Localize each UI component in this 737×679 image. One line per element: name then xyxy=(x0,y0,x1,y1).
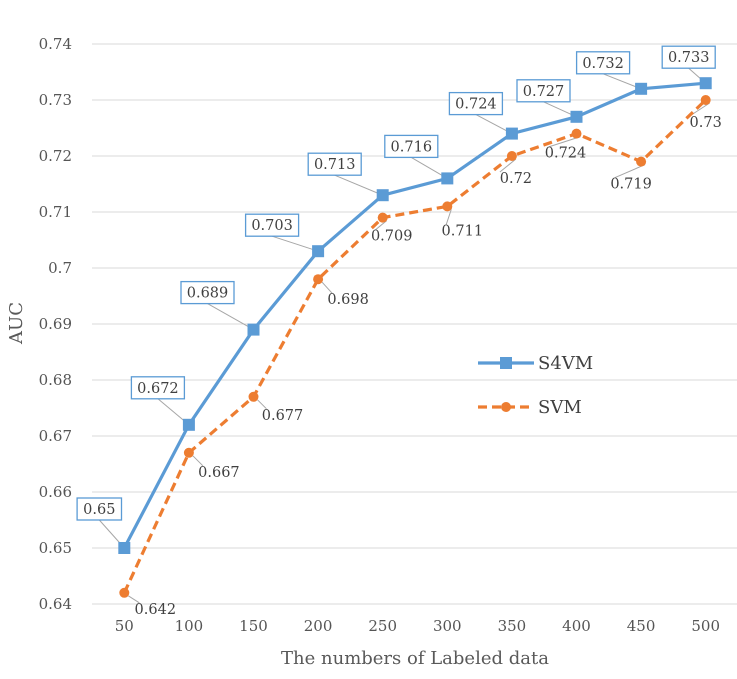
y-axis-title: AUC xyxy=(6,302,27,345)
svm-point xyxy=(636,156,647,167)
legend-label: S4VM xyxy=(538,353,593,374)
s4vm-point xyxy=(247,323,260,336)
y-tick-label: 0.66 xyxy=(39,483,72,501)
s4vm-point xyxy=(312,245,325,258)
svm-point xyxy=(377,212,388,223)
data-label-svm: 0.667 xyxy=(198,465,240,481)
data-label-box xyxy=(516,79,571,103)
data-label-box xyxy=(448,91,504,116)
data-label-box xyxy=(661,45,716,69)
y-tick-label: 0.72 xyxy=(39,147,72,165)
label-leader xyxy=(321,281,333,294)
s4vm-point xyxy=(441,172,454,185)
x-tick-label: 350 xyxy=(498,617,527,635)
s4vm-point xyxy=(699,77,712,90)
data-label-s4vm: 0.703 xyxy=(251,218,293,234)
data-label-s4vm: 0.732 xyxy=(582,56,624,72)
data-label-box xyxy=(384,134,439,159)
s4vm-point xyxy=(118,542,131,554)
y-tick-label: 0.67 xyxy=(39,427,72,445)
y-tick-label: 0.68 xyxy=(39,371,72,389)
y-tick-label: 0.64 xyxy=(39,595,72,613)
svm-point xyxy=(700,95,711,105)
y-tick-label: 0.7 xyxy=(48,259,72,277)
data-label-svm: 0.709 xyxy=(371,229,413,245)
label-leader xyxy=(128,595,140,604)
svm-point xyxy=(506,151,517,161)
svm-point xyxy=(183,447,194,458)
data-label-box xyxy=(76,497,123,521)
series-line-svm xyxy=(122,98,707,594)
legend-marker xyxy=(500,357,512,369)
series-line-s4vm xyxy=(122,81,706,549)
x-tick-label: 200 xyxy=(304,617,333,635)
data-label-s4vm: 0.724 xyxy=(455,97,497,113)
label-leader xyxy=(499,158,517,173)
s4vm-point xyxy=(376,189,389,202)
x-tick-label: 500 xyxy=(691,617,720,635)
x-tick-label: 300 xyxy=(433,617,462,635)
svm-point xyxy=(571,128,582,139)
s4vm-point xyxy=(505,127,518,140)
x-tick-label: 100 xyxy=(175,617,204,635)
legend-marker xyxy=(501,402,511,412)
label-leader xyxy=(207,303,254,331)
x-tick-labels: 50 100 150 200 250 300 350 400 450 500 xyxy=(115,617,720,635)
x-tick-label: 50 xyxy=(115,617,134,635)
y-tick-labels: 0.64 0.65 0.66 0.67 0.68 0.69 0.7 0.71 0.72 0.73 0… xyxy=(39,35,72,613)
data-label-s4vm: 0.713 xyxy=(314,157,356,173)
label-leader xyxy=(192,455,204,467)
label-leader xyxy=(271,235,319,252)
y-tick-label: 0.69 xyxy=(39,315,72,333)
y-tick-label: 0.71 xyxy=(39,203,72,221)
label-leader xyxy=(614,164,646,179)
data-labels: 0.65 0.672 0.689 0.703 0.713 0.716 0.724 0.727 0… xyxy=(76,45,722,618)
data-label-svm: 0.73 xyxy=(690,115,722,131)
s4vm-point xyxy=(635,82,648,95)
data-label-box xyxy=(180,280,235,305)
y-tick-label: 0.65 xyxy=(39,539,72,557)
data-label-svm: 0.698 xyxy=(327,292,369,308)
s4vm-point xyxy=(182,418,195,431)
data-label-s4vm: 0.689 xyxy=(187,286,229,302)
data-label-s4vm: 0.727 xyxy=(523,84,565,100)
x-axis-title: The numbers of Labeled data xyxy=(281,648,549,669)
data-label-svm: 0.719 xyxy=(610,177,652,193)
label-leader xyxy=(602,73,642,90)
svm-point xyxy=(248,391,259,402)
y-tick-label: 0.73 xyxy=(39,91,72,109)
x-tick-label: 450 xyxy=(627,617,656,635)
s4vm-point xyxy=(570,110,583,123)
y-tick-label: 0.74 xyxy=(39,35,72,53)
svm-point xyxy=(442,201,453,212)
data-label-svm: 0.72 xyxy=(500,171,532,187)
legend-label: SVM xyxy=(538,397,582,418)
data-label-s4vm: 0.672 xyxy=(137,381,179,397)
data-label-svm: 0.677 xyxy=(262,408,304,424)
data-label-svm: 0.642 xyxy=(135,602,177,618)
label-leader xyxy=(334,174,383,196)
label-leader xyxy=(445,209,452,225)
data-label-s4vm: 0.733 xyxy=(668,50,710,66)
data-label-svm: 0.711 xyxy=(442,223,484,239)
data-label-s4vm: 0.65 xyxy=(83,502,115,518)
x-tick-label: 250 xyxy=(368,617,397,635)
data-label-box xyxy=(307,152,362,176)
series-layer xyxy=(118,77,712,598)
data-label-box xyxy=(575,51,631,75)
svm-point xyxy=(119,587,130,598)
data-label-svm: 0.724 xyxy=(545,146,587,162)
label-leader xyxy=(257,399,267,410)
data-label-s4vm: 0.716 xyxy=(391,139,433,155)
svm-point xyxy=(313,274,324,285)
x-tick-label: 400 xyxy=(562,617,591,635)
data-label-box xyxy=(244,213,300,237)
legend: S4VM SVM xyxy=(478,353,593,418)
data-label-box xyxy=(130,376,186,400)
x-tick-label: 150 xyxy=(239,617,268,635)
label-leader-lines xyxy=(98,67,710,604)
gridlines xyxy=(92,43,737,605)
